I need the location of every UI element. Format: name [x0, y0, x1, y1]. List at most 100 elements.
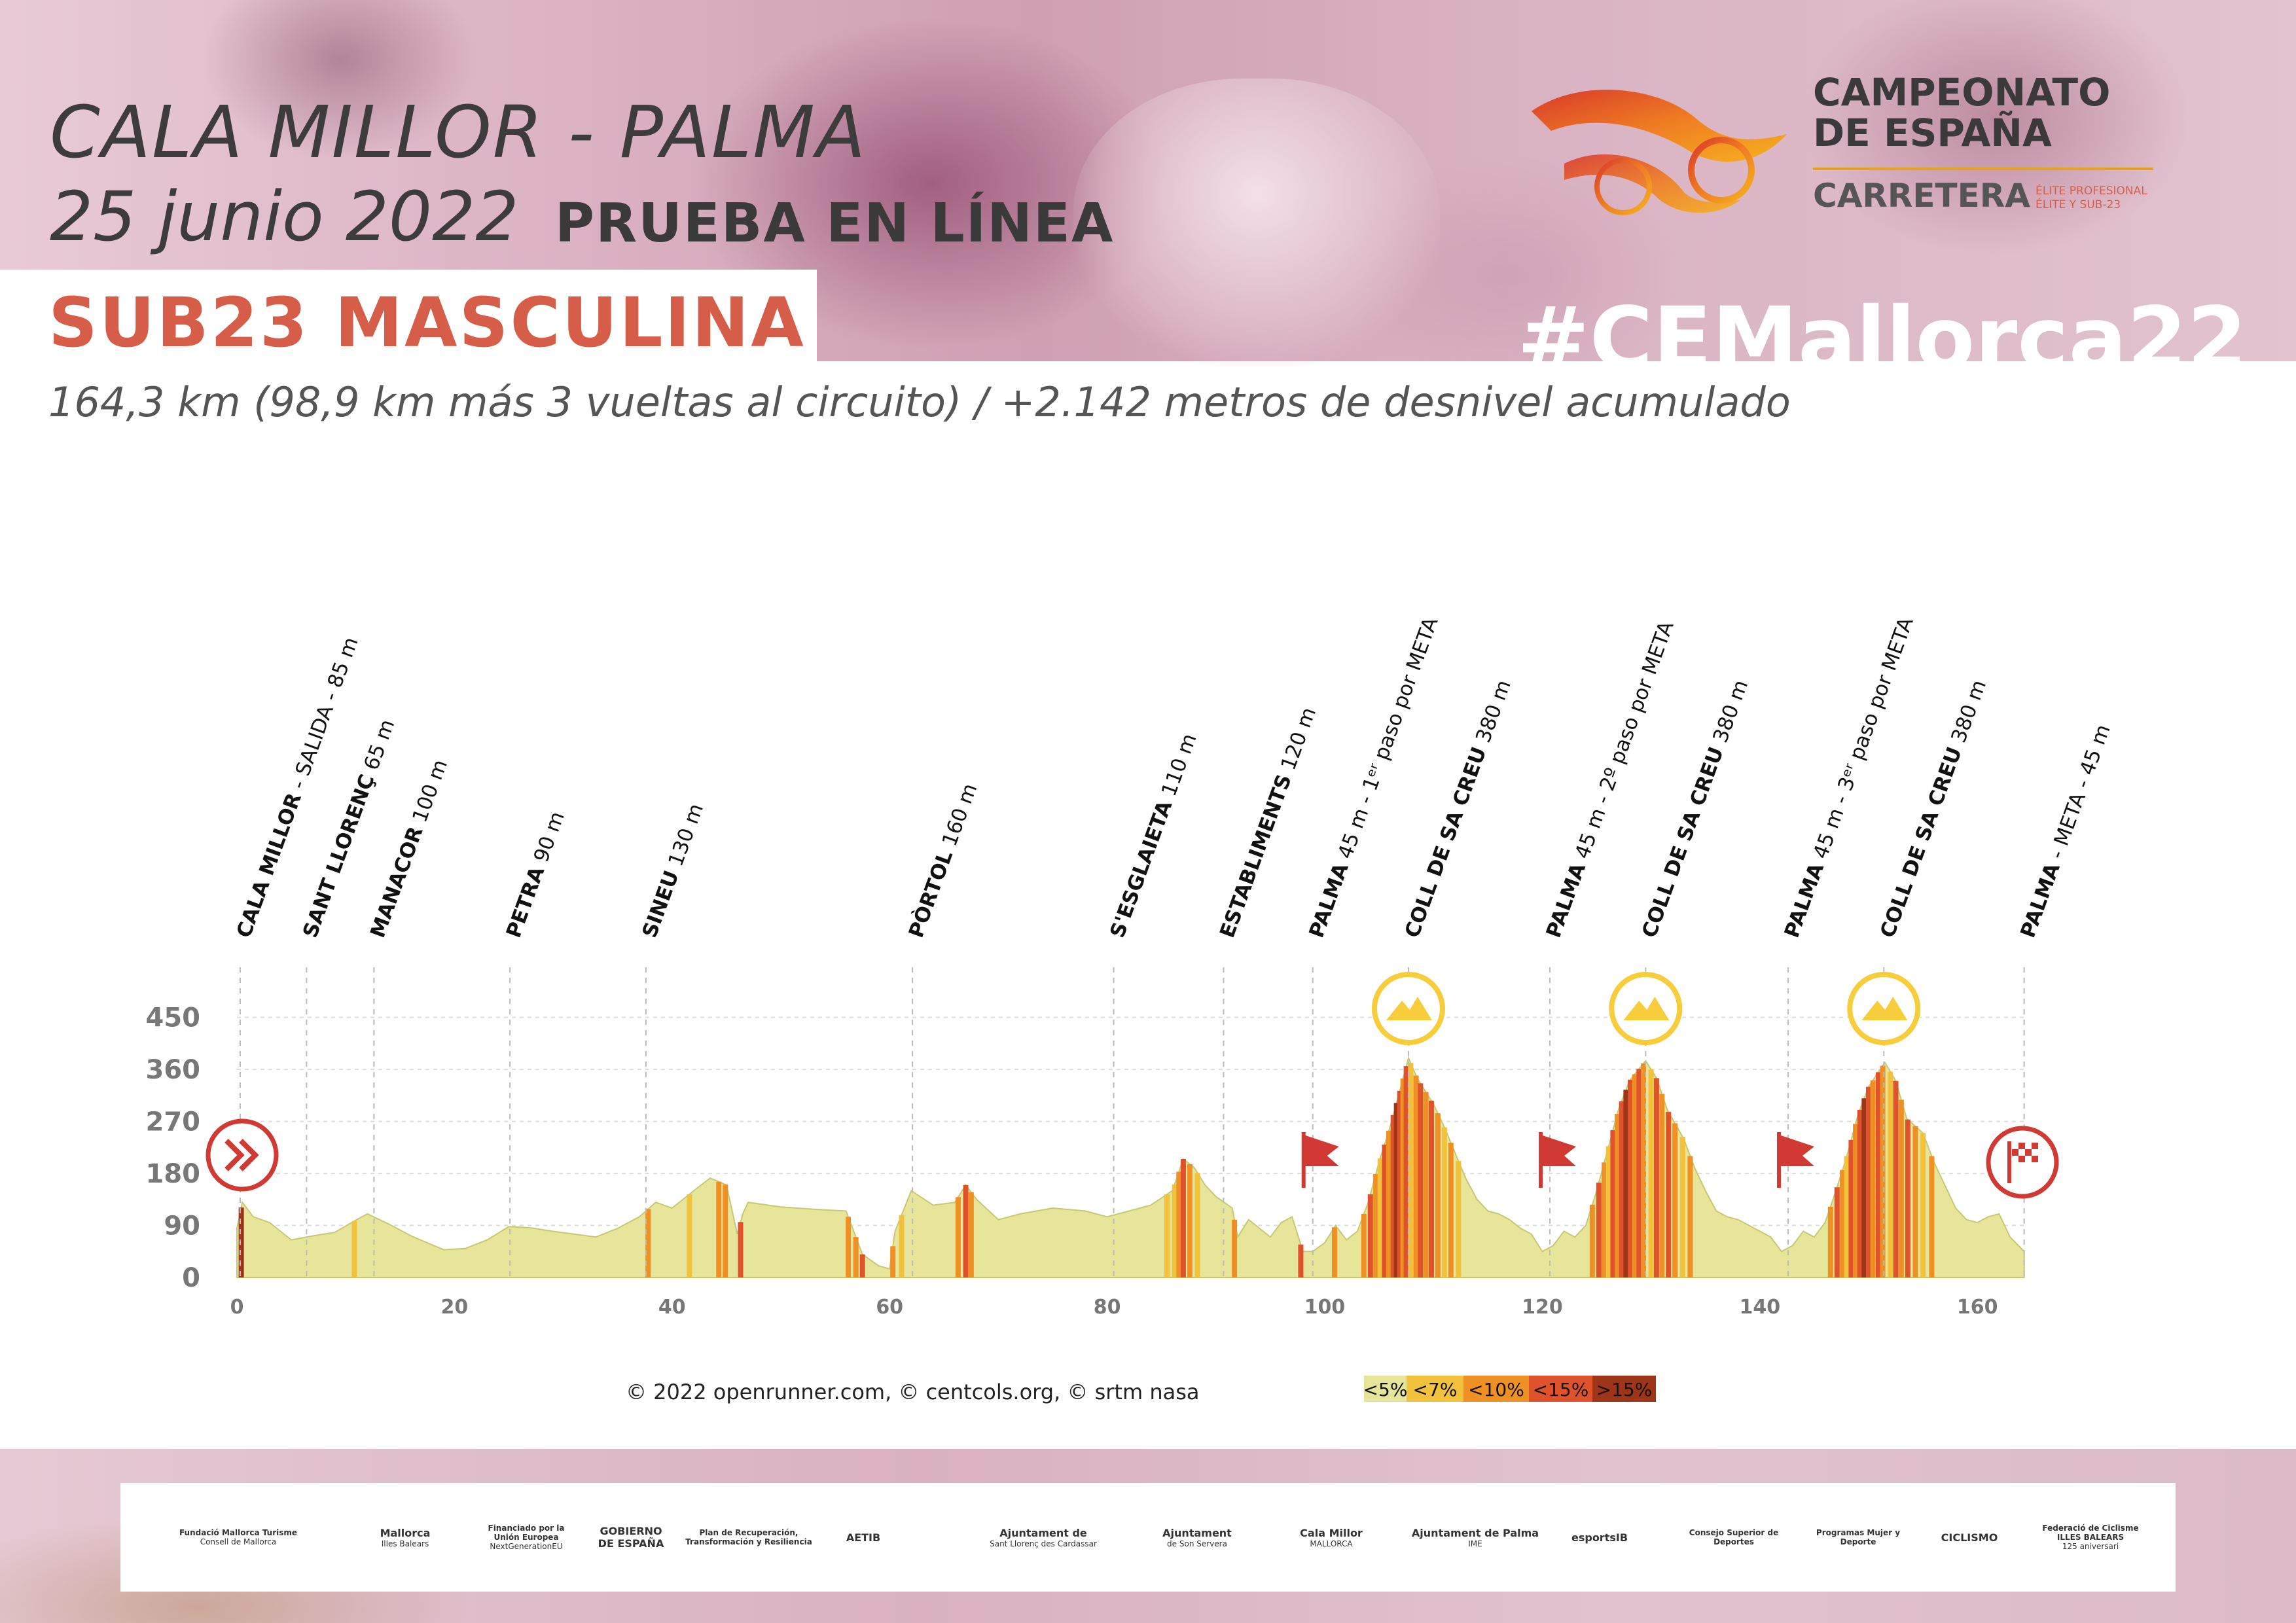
steep-segment: [1172, 1184, 1177, 1277]
waypoint-label: ESTABLIMENTS 120 m: [1215, 704, 1321, 941]
race-type: PRUEBA EN LÍNEA: [555, 192, 1115, 255]
legend-label: <15%: [1533, 1379, 1589, 1400]
steep-segment: [1386, 1130, 1392, 1277]
sponsor-name: Ajuntament de Palma: [1411, 1526, 1539, 1539]
steep-segment: [1880, 1065, 1886, 1277]
waypoint-name: PÒRTOL: [904, 847, 958, 941]
steep-segment: [1912, 1126, 1918, 1277]
steep-segment: [1397, 1090, 1403, 1277]
sponsor-subtitle: de Son Servera: [1167, 1539, 1227, 1548]
legend-label: <10%: [1468, 1379, 1524, 1400]
sponsor-logo: Mallorca Illes Balears: [356, 1483, 454, 1592]
steep-segment: [1423, 1092, 1429, 1277]
steep-segment: [1448, 1143, 1454, 1277]
sponsor-subtitle: 125 aniversari: [2062, 1542, 2119, 1551]
steep-segment: [1331, 1227, 1337, 1277]
steep-segment: [1418, 1083, 1424, 1277]
steep-segment: [1428, 1100, 1434, 1277]
waypoint-info: 380 m: [1469, 677, 1516, 752]
steep-segment: [1180, 1158, 1186, 1277]
x-tick-label: 140: [1739, 1296, 1780, 1319]
x-tick-label: 20: [441, 1296, 469, 1319]
map-credits: © 2022 openrunner.com, © centcols.org, ©…: [626, 1380, 1200, 1404]
sponsor-text: Consejo Superior de Deportes: [1678, 1528, 1789, 1546]
sponsor-text: Ajuntament de Sant Llorenç des Cardassar: [990, 1527, 1097, 1548]
waypoint-info: 65 m: [357, 717, 399, 779]
steep-segment: [1367, 1194, 1373, 1277]
sponsor-name: Programas Mujer y Deporte: [1816, 1528, 1901, 1546]
steep-segment: [1929, 1156, 1935, 1277]
steep-segment: [1666, 1111, 1672, 1277]
steep-segment: [1164, 1194, 1170, 1277]
logo-line-elite-sub23: ÉLITE Y SUB-23: [2036, 198, 2121, 211]
steep-segment: [1377, 1158, 1383, 1277]
waypoint-name: PETRA: [502, 863, 549, 940]
steep-segment: [1610, 1130, 1616, 1277]
waypoint-name: PALMA: [1780, 860, 1829, 941]
x-tick-label: 100: [1304, 1296, 1346, 1319]
steep-segment: [1176, 1171, 1182, 1277]
steep-segment: [1875, 1072, 1881, 1277]
waypoint-name: CALA MILLOR: [232, 790, 306, 941]
sponsor-text: Federació de Ciclisme ILLES BALEARS 125 a…: [2032, 1524, 2149, 1551]
waypoint-name: SANT LLORENÇ: [298, 772, 380, 941]
waypoint-info: 380 m: [1706, 677, 1753, 752]
y-tick-label: 180: [146, 1159, 201, 1189]
sponsor-name: Consejo Superior de Deportes: [1689, 1528, 1779, 1546]
steep-segment: [716, 1181, 722, 1277]
waypoint-info: - META - 45 m: [2043, 721, 2115, 868]
waypoint-label: S'ESGLAIETA 110 m: [1105, 730, 1201, 941]
sponsor-logo: GOBIERNO DE ESPAÑA: [592, 1483, 670, 1592]
steep-segment: [899, 1215, 905, 1277]
steep-segment: [1298, 1244, 1304, 1277]
sponsor-name: Federació de Ciclisme ILLES BALEARS: [2042, 1524, 2139, 1542]
finish-flag-check: [2025, 1156, 2032, 1162]
sponsor-logo: Ajuntament de Sant Llorenç des Cardassar: [971, 1483, 1115, 1592]
steep-segment: [1857, 1109, 1863, 1277]
steep-segment: [1636, 1069, 1642, 1277]
sponsor-logo: esportsIB: [1560, 1483, 1639, 1592]
sponsor-logo: Ajuntament de Son Servera: [1141, 1483, 1253, 1592]
waypoint-info: 45 m - 3ᵉʳ paso por META: [1806, 614, 1918, 868]
waypoint-name: ESTABLIMENTS: [1215, 772, 1297, 941]
steep-segment: [738, 1222, 744, 1277]
legend-label: <7%: [1413, 1379, 1458, 1400]
waypoint-name: S'ESGLAIETA: [1105, 798, 1177, 941]
steep-segment: [1827, 1206, 1833, 1277]
sponsor-logo: Programas Mujer y Deporte: [1809, 1483, 1907, 1592]
legend-swatch: [1407, 1376, 1463, 1402]
hashtag: #CEMallorca22: [1517, 289, 2248, 361]
sponsor-subtitle: IME: [1468, 1539, 1482, 1548]
sponsor-name: esportsIB: [1571, 1531, 1628, 1544]
steep-segment: [1853, 1124, 1859, 1277]
logo-line-campeonato: CAMPEONATO: [1813, 70, 2111, 115]
chart-axes: 0 90 180 270 360 450 0 20 40 60 80 100 120 140 160: [146, 1003, 1998, 1319]
race-summary: 164,3 km (98,9 km más 3 vueltas al circu…: [48, 378, 1791, 426]
logo-divider: [1813, 168, 2153, 170]
logo-line-espana: DE ESPAÑA: [1813, 111, 2052, 155]
chart-steep-segments: [238, 1063, 1935, 1277]
steep-segment: [1659, 1094, 1665, 1277]
finish-flag-check: [2018, 1149, 2025, 1156]
steep-segment: [1888, 1071, 1893, 1277]
steep-segment: [846, 1217, 852, 1277]
route-title: CALA MILLOR - PALMA: [50, 90, 867, 174]
steep-segment: [1898, 1099, 1904, 1277]
waypoint-info: 90 m: [527, 808, 569, 871]
steep-segment: [687, 1194, 692, 1277]
start-chevrons: [224, 1139, 259, 1171]
steep-segment: [968, 1192, 974, 1277]
steep-segment: [1848, 1139, 1854, 1277]
steep-segment: [1893, 1080, 1899, 1277]
y-tick-label: 270: [146, 1107, 201, 1137]
sponsor-text: Cala Millor MALLORCA: [1300, 1527, 1363, 1548]
steep-segment: [1920, 1133, 1926, 1277]
sponsor-bar: Fundació Mallorca Turisme Consell de Mall…: [120, 1483, 2176, 1592]
waypoint-name: COLL DE SA CREU: [1401, 744, 1492, 941]
y-tick-label: 90: [164, 1211, 200, 1241]
sponsor-text: Ajuntament de Son Servera: [1162, 1527, 1232, 1548]
steep-segment: [1361, 1213, 1367, 1277]
waypoint-info: 120 m: [1274, 704, 1321, 779]
steep-segment: [890, 1246, 896, 1277]
